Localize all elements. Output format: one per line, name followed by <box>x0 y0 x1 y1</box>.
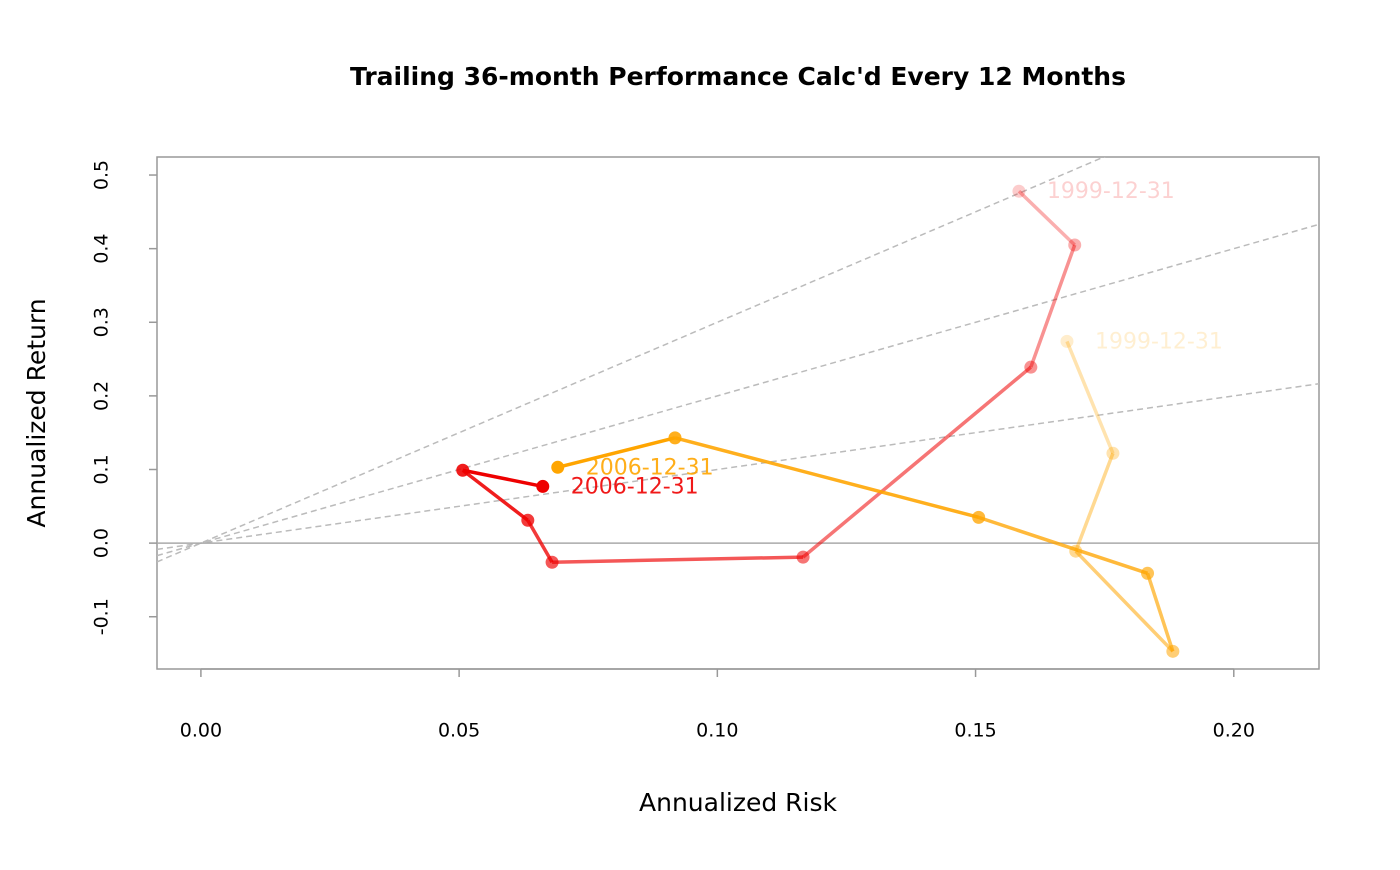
point-label: 2006-12-31 <box>586 455 714 480</box>
trail-point <box>1060 334 1074 348</box>
x-axis-label: Annualized Risk <box>639 788 838 817</box>
trail-segment <box>461 468 529 522</box>
trail-segment <box>674 436 980 520</box>
x-tick-label: 0.20 <box>1213 720 1255 742</box>
x-tick-label: 0.15 <box>954 720 996 742</box>
trail-point <box>972 510 986 524</box>
plot-frame <box>156 156 1320 670</box>
trail-point <box>1024 360 1038 374</box>
sharpe-line <box>157 382 1319 551</box>
trail-segment <box>1065 340 1115 454</box>
trail-point <box>456 463 470 477</box>
trail-point <box>796 550 810 564</box>
trail-segment <box>801 365 1032 559</box>
trail-point <box>545 555 559 569</box>
trail-segment <box>526 519 554 564</box>
trail-segment <box>552 555 804 565</box>
x-tick-label: 0.00 <box>180 720 222 742</box>
y-tick-label: 0.1 <box>91 454 113 484</box>
trail-segment <box>1017 189 1076 247</box>
trail-segment <box>557 436 676 469</box>
trail-point <box>1106 446 1120 460</box>
plot-area: 1999-12-31 2006-12-31 1999-12-31 2006-12-31 <box>157 157 1319 658</box>
trail-point <box>1068 238 1082 252</box>
y-tick-label: 0.3 <box>91 307 113 337</box>
sharpe-line <box>157 157 1106 563</box>
trail-segment <box>1145 572 1175 652</box>
y-tick-label: 0.2 <box>91 381 113 411</box>
sharpe-line <box>157 223 1319 557</box>
trail-segment <box>1074 452 1115 552</box>
trail-segment <box>462 468 544 489</box>
trail-segment <box>1029 244 1077 368</box>
trail-point <box>1069 544 1083 558</box>
trail-point <box>521 513 535 527</box>
trail-point <box>1141 566 1155 580</box>
point-label: 1999-12-31 <box>1095 329 1223 354</box>
chart-title: Trailing 36-month Performance Calc'd Eve… <box>350 62 1126 91</box>
x-tick-label: 0.10 <box>696 720 738 742</box>
trail-point <box>1166 644 1180 658</box>
y-tick-label: -0.1 <box>91 598 113 635</box>
y-tick-label: 0.0 <box>91 528 113 558</box>
trail-point <box>536 479 550 493</box>
point-label: 1999-12-31 <box>1047 179 1175 204</box>
trail-point <box>551 460 565 474</box>
point-label: 2006-12-31 <box>571 474 699 499</box>
y-tick-label: 0.4 <box>91 234 113 264</box>
trail-point <box>1012 184 1026 198</box>
y-axis-label: Annualized Return <box>22 298 51 527</box>
trail-segment <box>1074 549 1175 653</box>
y-tick-label: 0.5 <box>91 160 113 190</box>
x-tick-label: 0.05 <box>438 720 480 742</box>
trail-segment <box>978 515 1149 575</box>
trail-point <box>668 431 682 445</box>
